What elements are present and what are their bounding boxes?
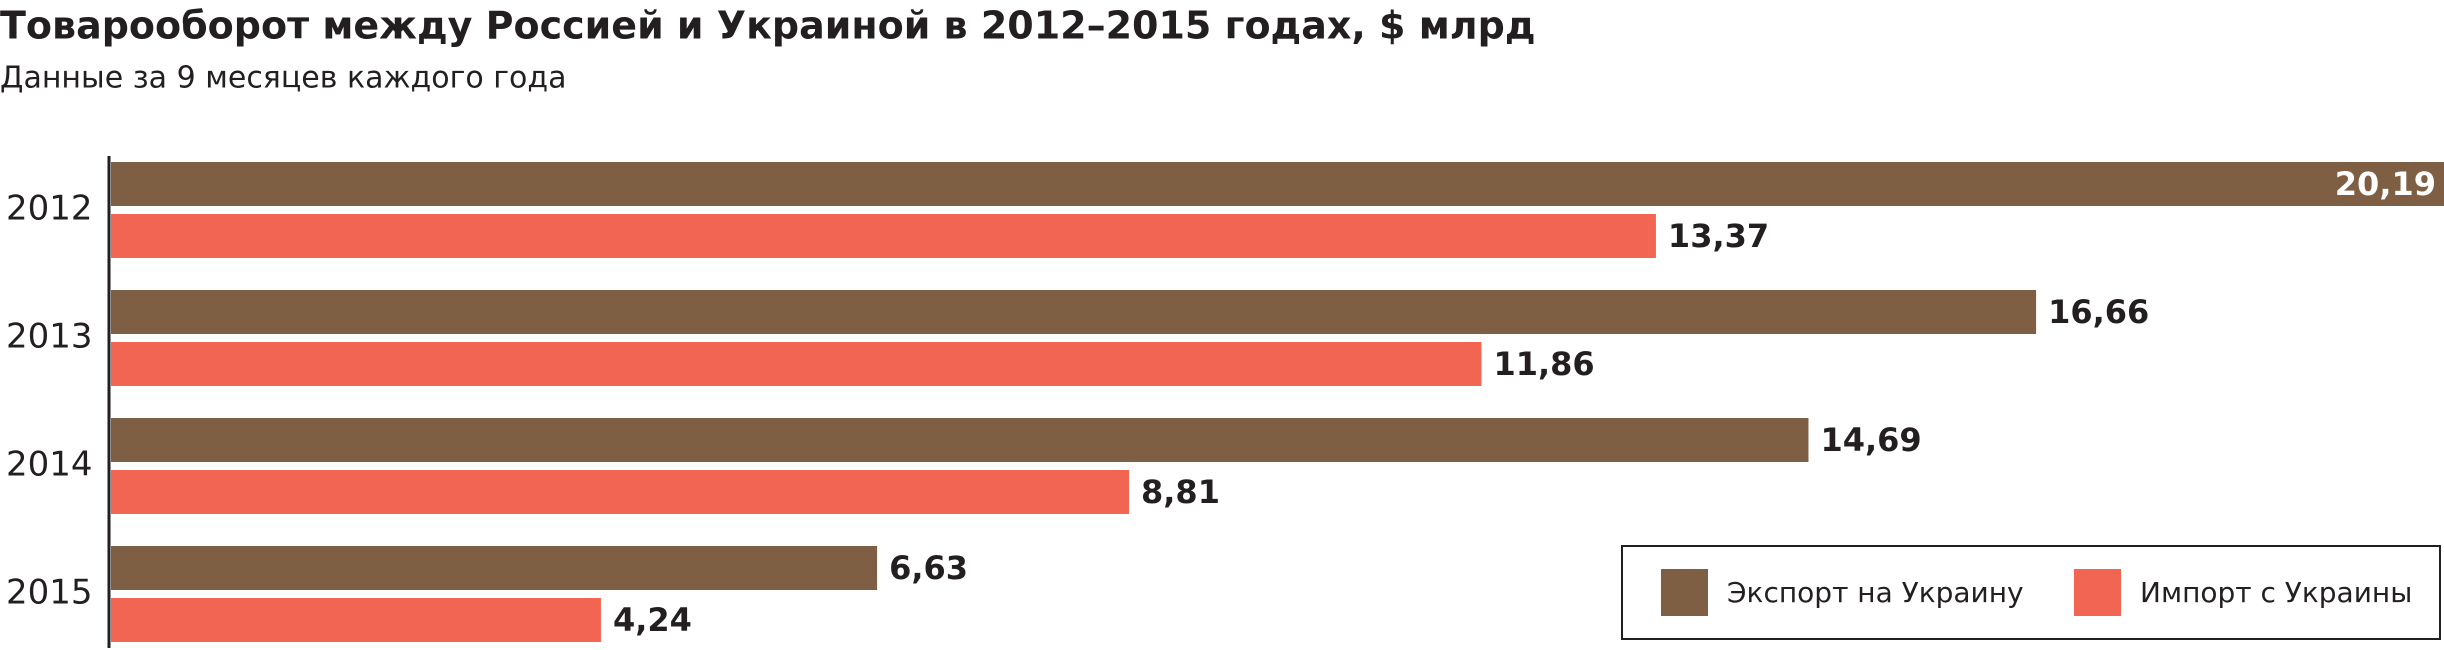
- value-label: 13,37: [1668, 217, 1769, 255]
- chart-subtitle: Данные за 9 месяцев каждого года: [0, 61, 566, 96]
- y-tick-label: 2013: [6, 317, 93, 357]
- legend-box: [1621, 545, 2441, 640]
- bar: [111, 290, 2037, 334]
- legend-swatch: [2074, 569, 2121, 616]
- value-label: 8,81: [1141, 473, 1220, 511]
- legend-label: Экспорт на Украину: [1727, 576, 2024, 609]
- y-tick-label: 2012: [6, 189, 93, 229]
- legend-swatch: [1661, 569, 1708, 616]
- bar: [111, 598, 601, 642]
- bar: [111, 470, 1130, 514]
- bar: [111, 162, 2444, 206]
- bar: [111, 214, 1656, 258]
- value-label: 11,86: [1493, 345, 1594, 383]
- bar: [111, 546, 878, 590]
- value-label: 16,66: [2048, 293, 2149, 331]
- value-label: 6,63: [889, 549, 968, 587]
- y-tick-label: 2014: [6, 445, 93, 485]
- chart-title: Товарооборот между Россией и Украиной в …: [0, 4, 1536, 48]
- value-label: 14,69: [1820, 421, 1921, 459]
- value-label: 20,19: [2335, 165, 2436, 203]
- legend-label: Импорт с Украины: [2140, 576, 2412, 609]
- bar: [111, 342, 1482, 386]
- value-label: 4,24: [613, 601, 692, 639]
- y-tick-label: 2015: [6, 573, 93, 613]
- bar: [111, 418, 1809, 462]
